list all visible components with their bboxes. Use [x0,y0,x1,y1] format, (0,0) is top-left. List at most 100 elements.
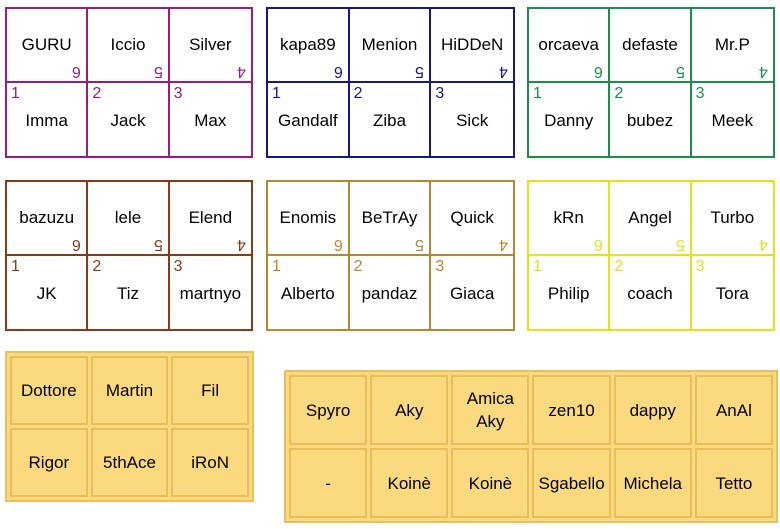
slot-number: 1 [272,84,281,102]
slot-number: 5 [675,235,685,253]
player-name: pandaz [361,283,418,303]
player-name: Sick [456,110,489,130]
slot-number: 1 [11,84,20,102]
player-name: HiDDeN [440,35,504,54]
slot-cell: Imma 1 [7,82,89,156]
player-name: Jack [110,110,146,130]
slot-cell: Elend 4 [169,182,251,256]
reserve-name-cell: AnAl [694,375,773,445]
slot-cell: lele 5 [88,182,170,256]
slot-cell: bubez 2 [610,82,692,156]
slot-cell: Sick 3 [431,83,513,157]
slot-number: 2 [92,257,102,275]
player-name: Elend [188,208,233,227]
reserve-name-cell: zen10 [532,375,611,445]
player-name: Enomis [279,208,337,227]
team-grid-magenta: GURU 6 Iccio 5 Silver 4 Imma 1 Jack 2 Max 3 [5,7,253,158]
player-name: Max [194,110,227,130]
slot-number: 2 [614,84,624,102]
slot-cell: Mr.P 4 [691,9,773,83]
player-name: kapa89 [279,35,336,54]
player-name: bubez [626,110,674,130]
reserve-name-cell: Fil [171,356,249,425]
slot-cell: Angel 5 [610,182,692,256]
reserve-panel-right: Spyro Aky Amica Aky zen10 dappy AnAl - Koinè Koi… [284,370,778,523]
player-name: lele [114,208,142,227]
slot-cell: kapa89 6 [268,9,350,83]
team-grid-blue: kapa89 6 Menion 5 HiDDeN 4 Gandalf 1 Ziba 2 Sick 3 [266,7,515,158]
player-name: Alberto [280,283,335,303]
slot-number: 3 [435,84,445,102]
slot-cell: BeTrAy 5 [349,182,432,256]
slot-cell: kRn 6 [529,182,611,256]
slot-number: 1 [11,257,20,275]
player-name: defaste [622,35,678,54]
slot-cell: Gandalf 1 [268,82,350,156]
player-name: Menion [361,35,418,54]
player-name: Iccio [110,35,146,54]
player-name: Gandalf [278,110,338,130]
player-name: Giaca [449,283,495,303]
slot-cell: Danny 1 [529,82,611,156]
slot-number: 6 [333,235,343,253]
reserve-name-cell: dappy [613,375,692,445]
slot-cell: Meek 3 [692,83,773,157]
slot-number: 1 [272,257,281,275]
slot-number: 5 [675,62,685,80]
slot-number: 1 [533,84,542,102]
player-name: bazuzu [19,208,75,227]
team-grid-brown: bazuzu 6 lele 5 Elend 4 JK 1 Tiz 2 martnyo 3 [5,180,253,331]
slot-number: 2 [92,84,102,102]
slot-number: 5 [415,235,425,253]
slot-number: 5 [153,62,163,80]
slot-cell: martnyo 3 [170,256,251,330]
player-name: Turbo [710,208,755,227]
slot-number: 3 [695,257,705,275]
reserve-name-cell: Spyro [289,375,368,445]
reserve-name-cell: 5thAce [90,428,169,497]
player-name: Imma [25,110,68,130]
reserve-name-cell: Koinè [370,448,449,518]
player-name: martnyo [179,283,242,303]
slot-number: 5 [153,235,163,253]
slot-number: 4 [759,235,768,253]
player-name: GURU [21,35,72,54]
slot-number: 2 [353,84,363,102]
slot-number: 6 [594,235,604,253]
reserve-name-cell: Amica Aky [451,375,530,445]
slot-number: 4 [499,235,508,253]
player-name: orcaeva [538,35,599,54]
slot-number: 4 [237,62,246,80]
slot-cell: JK 1 [7,255,89,329]
slot-number: 3 [173,84,183,102]
slot-number: 5 [415,62,425,80]
team-grid-gold: Enomis 6 BeTrAy 5 Quick 4 Alberto 1 pandaz 2 Giaca… [266,180,515,331]
slot-number: 3 [173,257,183,275]
slot-cell: Turbo 4 [691,182,773,256]
reserve-name-cell: Rigor [10,428,88,497]
player-name: Ziba [372,110,407,130]
player-name: Silver [189,35,232,54]
reserve-name-cell: Sgabello [532,448,611,518]
reserve-name-cell: - [289,448,368,518]
slot-cell: HiDDeN 4 [431,9,513,83]
slot-cell: Jack 2 [88,82,170,156]
player-name: Tiz [116,283,139,303]
slot-cell: Quick 4 [431,182,513,256]
slot-cell: Max 3 [170,83,251,157]
reserve-name-cell: Aky [370,375,449,445]
reserve-panel-left: Dottore Martin Fil Rigor 5thAce iRoN [5,351,254,502]
team-grid-yellow: kRn 6 Angel 5 Turbo 4 Philip 1 coach 2 Tora 3 [527,180,775,331]
slot-cell: defaste 5 [610,9,692,83]
slot-number: 6 [333,62,343,80]
reserve-name-cell: Martin [90,356,169,425]
slot-number: 2 [614,257,624,275]
reserve-name-cell: Tetto [694,448,773,518]
reserve-name-cell: Michela [613,448,692,518]
slot-cell: coach 2 [610,255,692,329]
player-name: Mr.P [714,35,750,54]
slot-number: 6 [594,62,604,80]
slot-cell: Giaca 3 [431,256,513,330]
slot-cell: Tora 3 [692,256,773,330]
slot-number: 3 [695,84,705,102]
